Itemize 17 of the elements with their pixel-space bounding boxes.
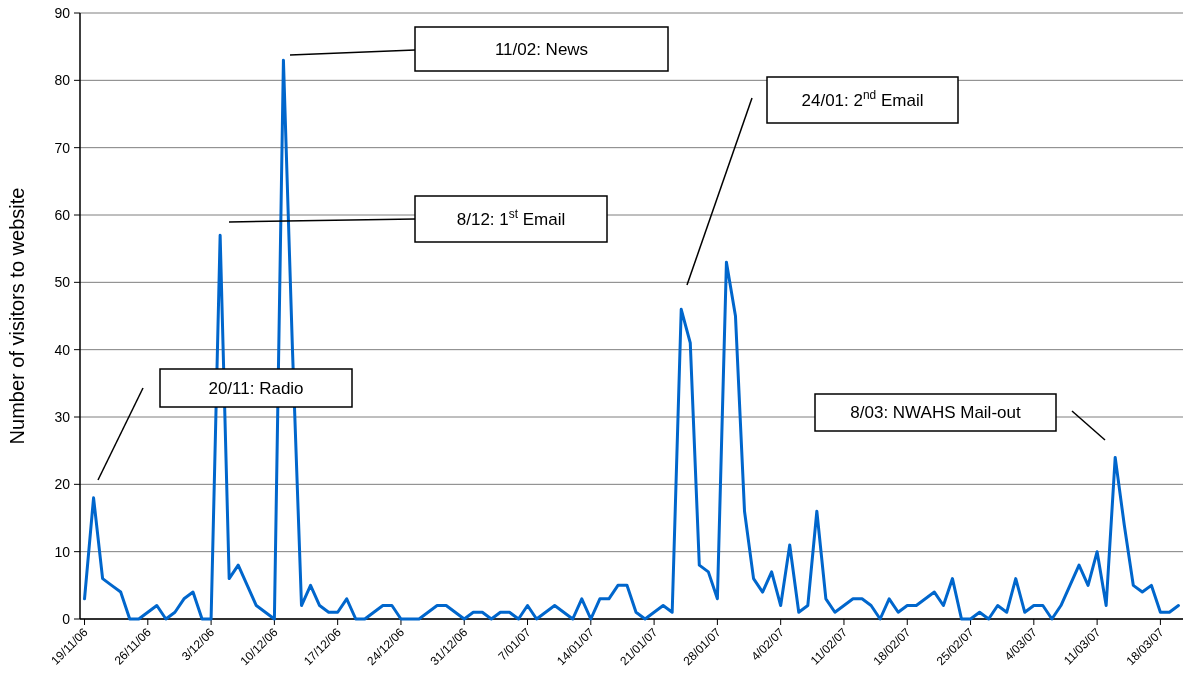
- y-tick-label: 50: [54, 274, 71, 291]
- annotation: 20/11: Radio: [208, 378, 304, 398]
- y-tick-label: 70: [54, 139, 71, 156]
- y-tick-label: 90: [54, 4, 71, 21]
- y-axis-title: Number of visitors to website: [6, 187, 28, 445]
- y-tick-label: 0: [62, 610, 71, 627]
- y-tick-label: 10: [54, 543, 71, 560]
- y-tick-label: 30: [54, 408, 71, 425]
- annotation: 11/02: News: [494, 39, 589, 59]
- y-tick-label: 20: [54, 476, 71, 493]
- y-tick-label: 40: [54, 341, 71, 358]
- y-tick-label: 80: [54, 72, 71, 89]
- y-tick-label: 60: [54, 206, 71, 223]
- annotation: 8/03: NWAHS Mail-out: [850, 403, 1021, 423]
- line-series: [83, 58, 1180, 621]
- annotation: 8/12: 1$^{st}$ Email: [456, 206, 566, 229]
- annotation: 24/01: 2$^{nd}$ Email: [801, 87, 924, 110]
